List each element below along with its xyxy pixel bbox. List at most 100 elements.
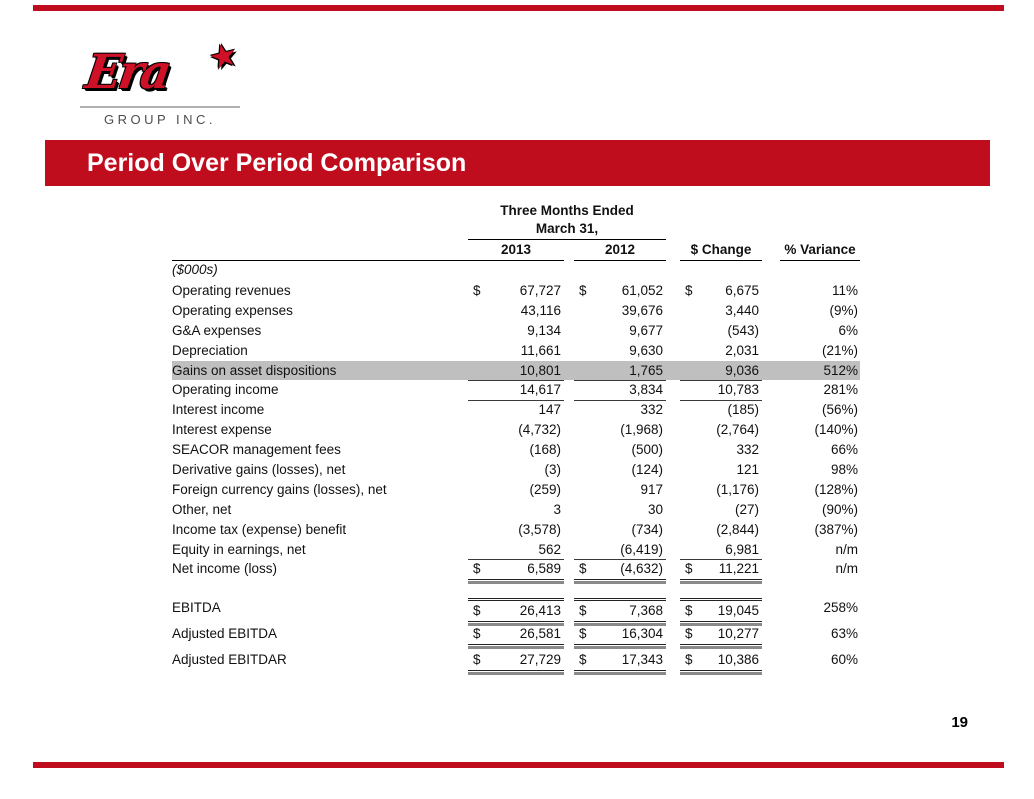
table-row: Interest income 147 332 (185) (56%): [172, 400, 860, 420]
column-gap: [564, 400, 574, 420]
cell-value: 332: [640, 402, 663, 418]
value-2013: (4,732): [468, 420, 564, 440]
dollar-sign: $: [473, 626, 481, 642]
row-label: Depreciation: [172, 342, 248, 358]
value-2013: $67,727: [468, 281, 564, 301]
slide-title: Period Over Period Comparison: [87, 149, 467, 177]
cell-value: (3,578): [518, 521, 561, 537]
era-group-logo: Era ★ GROUP INC.: [80, 35, 242, 127]
value-2012: $16,304: [574, 624, 666, 650]
cell-value: 3: [553, 501, 561, 517]
row-label: Derivative gains (losses), net: [172, 462, 346, 478]
dollar-sign: $: [579, 626, 587, 642]
cell-value: 9,036: [725, 362, 759, 378]
value-2012: 39,676: [574, 301, 666, 321]
bottom-accent-bar: [33, 762, 1004, 768]
value-change: (185): [680, 400, 762, 420]
value-change: 2,031: [680, 341, 762, 361]
cell-value: (2,844): [716, 521, 759, 537]
financial-table-body: Operating revenues $67,727 $61,052 $6,675 11…: [172, 281, 860, 675]
column-gap: [666, 341, 680, 361]
value-2013: 9,134: [468, 321, 564, 341]
value-2013: $27,729: [468, 650, 564, 675]
value-variance: 11%: [831, 283, 858, 298]
value-2013: 3: [468, 500, 564, 520]
column-gap: [666, 460, 680, 480]
table-row: G&A expenses 9,134 9,677 (543) 6%: [172, 321, 860, 341]
value-2012: 30: [574, 500, 666, 520]
table-row: Gains on asset dispositions 10,801 1,765 9,…: [172, 360, 860, 382]
column-gap: [666, 480, 680, 500]
value-2012: 1,765: [574, 361, 666, 382]
table-row: Operating revenues $67,727 $61,052 $6,675 11…: [172, 281, 860, 301]
row-label: SEACOR management fees: [172, 442, 341, 458]
cell-value: 121: [736, 462, 759, 478]
value-2013: (3,578): [468, 520, 564, 540]
value-variance: n/m: [835, 541, 858, 557]
column-gap: [666, 559, 680, 580]
value-change: 3,440: [680, 301, 762, 321]
column-gap: [564, 321, 574, 341]
value-2012: 3,834: [574, 380, 666, 402]
column-gap: [666, 301, 680, 321]
value-2013: 147: [468, 400, 564, 420]
column-gap: [762, 301, 780, 321]
logo-divider: [80, 106, 240, 108]
row-label: Foreign currency gains (losses), net: [172, 481, 387, 497]
row-label: Other, net: [172, 501, 232, 517]
cell-value: 3,440: [725, 302, 759, 318]
column-gap: [762, 380, 780, 401]
star-icon: ★: [205, 35, 242, 77]
value-2013: $26,581: [468, 624, 564, 650]
value-variance: (56%): [821, 402, 858, 418]
column-gap: [762, 400, 780, 420]
table-row: SEACOR management fees (168) (500) 332 66%: [172, 440, 860, 460]
table-period-subheader-row: March 31,: [172, 220, 860, 240]
column-gap: [666, 520, 680, 540]
column-gap: [762, 321, 780, 341]
table-row: Equity in earnings, net 562 (6,419) 6,981 n/…: [172, 540, 860, 561]
dollar-sign: $: [473, 603, 481, 619]
column-gap: [564, 361, 574, 382]
value-variance: 66%: [830, 442, 858, 458]
value-2013: 14,617: [468, 380, 564, 402]
value-2013: (3): [468, 460, 564, 480]
table-row: Operating expenses 43,116 39,676 3,440 (9%): [172, 301, 860, 321]
column-gap: [564, 480, 574, 500]
value-change: (27): [680, 500, 762, 520]
dollar-sign: $: [685, 561, 693, 577]
value-change: 121: [680, 460, 762, 480]
cell-value: 3,834: [629, 382, 663, 398]
column-gap: [564, 341, 574, 361]
column-gap: [564, 500, 574, 520]
column-header-variance: % Variance: [780, 240, 860, 261]
dollar-sign: $: [473, 283, 481, 298]
cell-value: 562: [538, 541, 561, 557]
table-row: Income tax (expense) benefit (3,578) (734)…: [172, 520, 860, 540]
row-label: G&A expenses: [172, 322, 262, 338]
cell-value: 2,031: [725, 342, 759, 358]
cell-value: (1,176): [716, 481, 759, 497]
value-change: $6,675: [680, 281, 762, 301]
value-change: $11,221: [680, 559, 762, 585]
column-gap: [762, 341, 780, 361]
value-change: (2,764): [680, 420, 762, 440]
column-gap: [666, 361, 680, 382]
column-gap: [564, 559, 574, 580]
table-row: Interest expense (4,732) (1,968) (2,764) (14…: [172, 420, 860, 440]
value-2012: 9,677: [574, 321, 666, 341]
cell-value: 6,589: [527, 561, 561, 577]
value-2013: $26,413: [468, 598, 564, 627]
row-label: Interest income: [172, 402, 265, 418]
value-variance: 281%: [823, 382, 858, 398]
cell-value: (124): [631, 462, 663, 478]
value-change: (2,844): [680, 520, 762, 540]
column-gap: [666, 420, 680, 440]
cell-value: (259): [529, 481, 561, 497]
dollar-sign: $: [579, 561, 587, 577]
row-label: Interest expense: [172, 422, 272, 438]
value-2012: $7,368: [574, 598, 666, 627]
column-gap: [762, 540, 780, 561]
column-gap: [564, 380, 574, 401]
